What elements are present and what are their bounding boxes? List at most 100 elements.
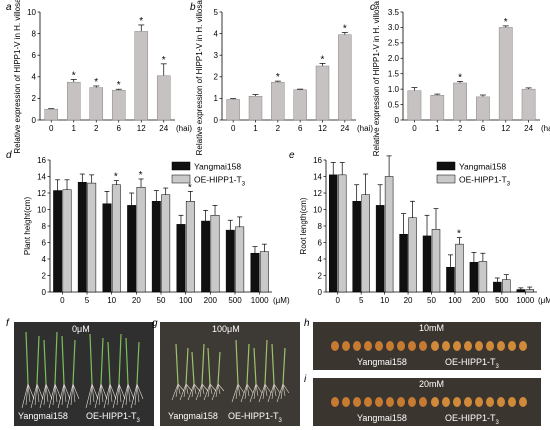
y-tick-label: 16 [37, 156, 46, 165]
y-tick-label: 0 [318, 288, 323, 297]
seedling-root [94, 383, 102, 409]
seedling-root [177, 383, 185, 392]
x-tick-label: 24 [159, 124, 168, 133]
y-tick-label: 8 [32, 29, 37, 38]
bar [407, 90, 422, 121]
legend-label: Yangmai158 [194, 162, 241, 172]
seedling-root [36, 383, 44, 400]
x-tick-label: 12 [137, 124, 146, 133]
seed [453, 397, 461, 407]
y-tick-label: 12 [313, 189, 322, 198]
seedling-root [235, 383, 239, 400]
bar [498, 27, 513, 121]
seed [375, 341, 383, 351]
seedling-leaf [217, 351, 221, 385]
bar [453, 82, 467, 121]
seedling-root [72, 383, 80, 400]
panel-letter-c: c [370, 2, 375, 13]
seedling-root [116, 383, 120, 406]
bar [185, 201, 195, 293]
significance-marker: * [117, 80, 121, 91]
x-unit-label: (μM) [538, 296, 550, 305]
x-tick-label: 1000 [251, 296, 269, 305]
seed [408, 341, 416, 351]
bar [361, 194, 370, 293]
seedling-root [21, 383, 29, 409]
seedling-root [175, 383, 179, 398]
seedling-leaf [246, 343, 250, 385]
seed [453, 341, 461, 351]
bar [271, 81, 285, 121]
y-tick-label: 4 [32, 73, 37, 82]
seedling-leaf [89, 333, 93, 385]
y-tick-label: 6 [42, 238, 47, 247]
seed [342, 397, 350, 407]
photo-panel-g: 100μM Yangmai158 OE-HIPP1-T3 [160, 322, 300, 426]
seedling-root [273, 383, 277, 397]
photo-panel-h: 10mM Yangmai158 OE-HIPP1-T3 [313, 322, 541, 370]
seedling-root [130, 383, 138, 409]
seedling-root [66, 383, 74, 409]
seedling-root [203, 383, 211, 401]
seed [386, 397, 394, 407]
seedling-root [253, 383, 257, 400]
seedling-leaf [271, 343, 275, 385]
seed [331, 341, 339, 351]
seedling-root [109, 383, 117, 400]
seedling-root [201, 383, 205, 395]
seed [464, 341, 472, 351]
panel-letter-d: d [6, 150, 12, 161]
seedling-root [85, 383, 93, 409]
y-tick-label: 0 [395, 116, 400, 125]
bar [408, 217, 417, 293]
significance-marker: * [343, 24, 347, 35]
y-axis-label: Root length(cm) [299, 197, 308, 254]
seedling-root [43, 383, 47, 406]
y-tick-label: 0 [42, 288, 47, 297]
seed [508, 341, 516, 351]
bar [201, 220, 211, 293]
bar [476, 96, 490, 121]
seed [353, 341, 361, 351]
y-tick-label: 6 [318, 238, 323, 247]
significance-marker: * [457, 229, 461, 240]
seedling-root [125, 383, 129, 406]
x-tick-label: 1 [435, 124, 440, 133]
bar [87, 182, 97, 293]
seedling-root [121, 383, 129, 409]
x-tick-label: 0 [412, 124, 417, 133]
bar [502, 279, 511, 293]
bar [384, 176, 394, 293]
seedling-root [91, 383, 99, 400]
y-tick-label: 1 [214, 94, 219, 103]
seedling-root [280, 383, 284, 400]
bar [430, 95, 445, 121]
x-tick-label: 20 [404, 296, 413, 305]
x-unit-label: (μM) [273, 296, 290, 305]
seed [486, 341, 494, 351]
significance-marker: * [188, 182, 192, 193]
significance-marker: * [504, 17, 508, 28]
y-tick-label: 3 [214, 51, 219, 60]
x-tick-label: 0 [231, 124, 236, 133]
seedling-root [118, 383, 122, 403]
x-tick-label: 2 [276, 124, 281, 133]
seedling-root [177, 383, 181, 395]
bar [469, 262, 479, 293]
panel-letter-h: h [304, 318, 310, 329]
seedling-root [127, 383, 131, 403]
significance-marker: * [139, 16, 143, 27]
x-tick-label: 5 [85, 296, 90, 305]
x-tick-label: 100 [448, 296, 462, 305]
seedling-root [185, 383, 189, 395]
legend-swatch [171, 174, 191, 184]
seedling-root [215, 383, 219, 398]
bar [422, 235, 432, 293]
y-axis-label: Plant height(cm) [23, 197, 32, 256]
y-tick-label: 0 [214, 116, 219, 125]
seedling-root [193, 383, 197, 395]
significance-marker: * [162, 55, 166, 66]
